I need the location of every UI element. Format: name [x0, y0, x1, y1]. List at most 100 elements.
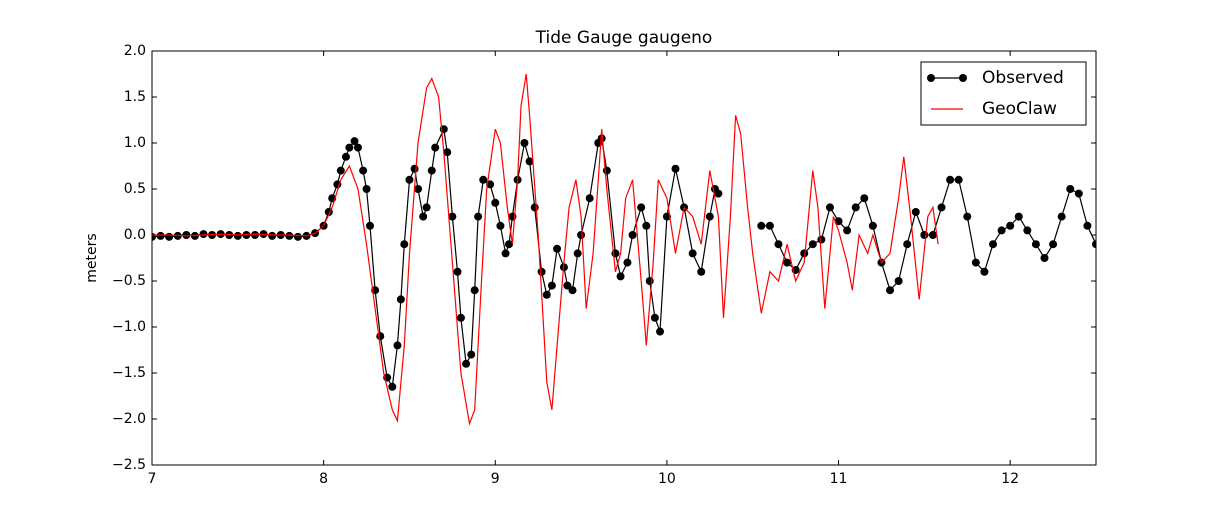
data-point	[537, 267, 546, 276]
data-point	[1083, 221, 1092, 230]
data-point	[1057, 212, 1066, 221]
data-point	[410, 164, 419, 173]
data-point	[182, 231, 191, 239]
data-point	[419, 212, 428, 221]
data-point	[911, 208, 920, 216]
data-point	[199, 230, 208, 239]
data-point	[285, 231, 294, 240]
chart-title: Tide Gauge gaugeno	[535, 28, 713, 48]
data-point	[563, 281, 572, 290]
data-point	[462, 359, 471, 368]
y-tick-label: −0.5	[112, 273, 146, 289]
data-point	[1092, 240, 1096, 249]
data-point	[479, 175, 488, 184]
data-point	[393, 341, 402, 350]
x-tick-label: 12	[1001, 471, 1019, 487]
data-point	[427, 166, 436, 175]
data-point	[963, 212, 972, 221]
x-tick-label: 9	[491, 471, 500, 487]
data-point	[800, 249, 809, 258]
y-tick-label: −2.0	[112, 411, 146, 427]
data-point	[623, 258, 632, 267]
data-point	[765, 221, 774, 230]
data-point	[341, 152, 350, 161]
data-point	[530, 203, 539, 212]
data-point	[448, 212, 457, 221]
data-point	[1074, 189, 1083, 198]
x-tick-label: 10	[658, 471, 676, 487]
data-point	[233, 231, 242, 240]
data-point	[350, 137, 359, 146]
data-point	[250, 231, 259, 239]
data-point	[774, 240, 783, 249]
data-point	[656, 327, 665, 336]
legend-label: GeoClaw	[982, 99, 1057, 119]
y-axis-label: meters	[84, 233, 100, 282]
data-point	[553, 244, 562, 253]
data-point	[825, 203, 834, 212]
y-tick-label: −2.5	[112, 457, 146, 473]
data-point	[688, 249, 697, 258]
y-tick-label: 0.5	[124, 181, 146, 197]
data-point	[1014, 212, 1023, 221]
data-point	[520, 139, 529, 147]
data-point	[542, 290, 551, 299]
data-point	[1023, 226, 1032, 235]
data-point	[573, 249, 582, 258]
data-point	[165, 232, 174, 241]
data-point	[645, 277, 654, 285]
data-point	[293, 232, 302, 241]
data-point	[989, 240, 998, 249]
legend-marker	[959, 74, 967, 82]
data-point	[783, 258, 792, 267]
data-point	[616, 272, 625, 281]
y-tick-label: 0.0	[124, 227, 146, 243]
data-point	[491, 198, 500, 207]
data-point	[997, 226, 1006, 235]
data-point	[336, 166, 345, 175]
y-tick-label: −1.5	[112, 365, 146, 381]
data-point	[1031, 240, 1040, 249]
y-tick-label: 2.0	[124, 43, 146, 59]
data-point	[156, 231, 165, 240]
data-point	[817, 235, 826, 244]
data-point	[928, 231, 937, 239]
data-point	[946, 175, 955, 184]
x-tick-label: 11	[830, 471, 848, 487]
x-tick-label: 7	[148, 471, 157, 487]
legend-box	[920, 61, 1087, 126]
data-point	[422, 203, 431, 212]
data-point	[920, 231, 929, 239]
data-point	[456, 313, 465, 322]
data-point	[268, 231, 277, 240]
data-point	[597, 134, 606, 143]
data-point	[496, 221, 505, 230]
series-line	[152, 73, 939, 426]
data-point	[894, 277, 903, 285]
data-point	[650, 313, 659, 322]
x-tick-label: 8	[319, 471, 328, 487]
data-point	[637, 203, 646, 212]
legend-marker	[927, 74, 935, 82]
data-point	[705, 212, 714, 221]
data-point	[714, 189, 723, 198]
data-point	[405, 175, 414, 184]
y-tick-label: 1.5	[124, 89, 146, 105]
data-point	[602, 166, 611, 175]
data-point	[474, 212, 483, 221]
data-point	[851, 203, 860, 212]
data-point	[577, 231, 586, 239]
data-point	[443, 148, 452, 157]
data-point	[954, 175, 963, 184]
y-tick-label: 1.0	[124, 135, 146, 151]
data-point	[453, 267, 462, 276]
data-point	[467, 350, 476, 359]
legend-label: Observed	[982, 68, 1064, 88]
data-point	[431, 143, 440, 152]
data-point	[671, 164, 680, 173]
data-point	[353, 143, 362, 152]
data-point	[834, 217, 843, 226]
data-point	[365, 221, 374, 230]
data-point	[1049, 240, 1058, 249]
